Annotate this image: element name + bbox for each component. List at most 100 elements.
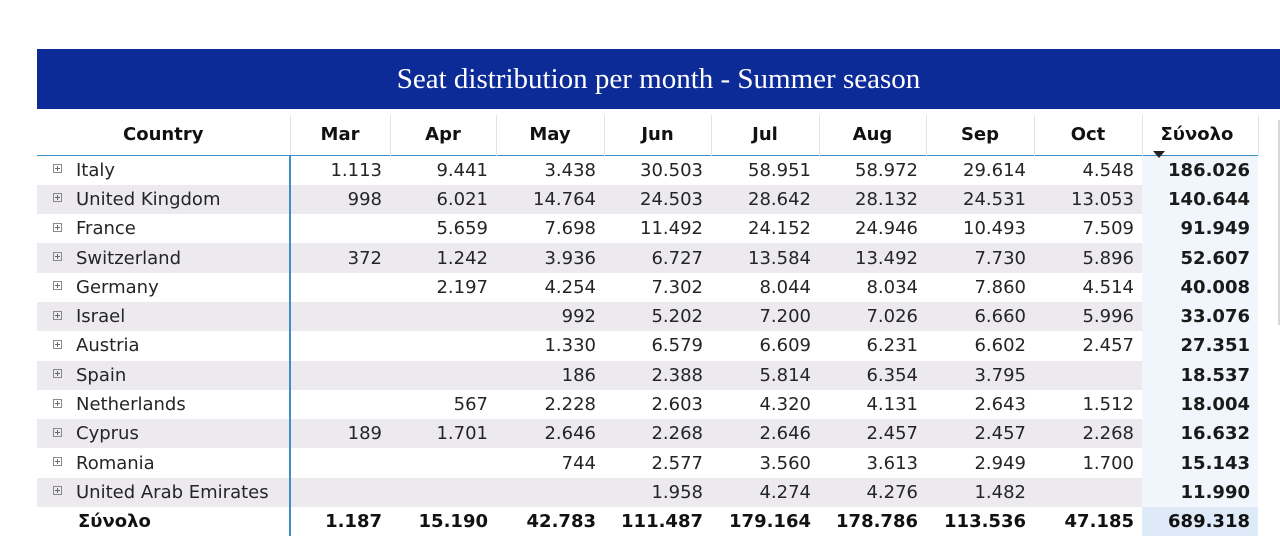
value-cell: 2.646 — [711, 419, 819, 449]
column-header-may[interactable]: May — [496, 115, 605, 155]
value-cell: 7.026 — [819, 301, 926, 332]
column-header-apr[interactable]: Apr — [390, 115, 497, 155]
value-cell: 24.946 — [819, 214, 926, 244]
value-cell: 13.492 — [819, 243, 926, 273]
value-cell: 3.438 — [496, 155, 604, 185]
table-row: Romania 744 2.577 3.560 3.613 2.949 1.700 15.14… — [37, 448, 1258, 478]
column-header-country[interactable]: Country — [37, 115, 291, 155]
value-cell: 1.700 — [1034, 448, 1142, 478]
value-cell — [496, 477, 604, 508]
column-header-jul[interactable]: Jul — [711, 115, 820, 155]
value-cell: 30.503 — [604, 155, 711, 185]
row-header-cell: Italy — [37, 155, 291, 185]
value-cell: 5.659 — [390, 214, 496, 244]
country-label: Austria — [76, 335, 140, 357]
row-total-cell: 91.949 — [1142, 214, 1258, 244]
value-cell: 13.584 — [711, 243, 819, 273]
value-cell: 7.698 — [496, 214, 604, 244]
row-total-cell: 16.632 — [1142, 419, 1258, 449]
table-row: Netherlands 567 2.228 2.603 4.320 4.131 2.643 1… — [37, 389, 1258, 420]
plus-box-icon[interactable] — [53, 486, 62, 496]
value-cell: 372 — [290, 243, 390, 273]
plus-box-icon[interactable] — [53, 193, 62, 203]
value-cell: 6.727 — [604, 243, 711, 273]
row-header-cell: Israel — [37, 301, 291, 332]
table-row: Switzerland 372 1.242 3.936 6.727 13.584 13.49… — [37, 243, 1258, 273]
grand-total-cell: 1.187 — [290, 507, 390, 537]
column-header-total[interactable]: Σύνολο — [1142, 115, 1259, 158]
value-cell — [390, 331, 496, 361]
column-header-mar[interactable]: Mar — [290, 115, 391, 155]
value-cell: 9.441 — [390, 155, 496, 185]
plus-box-icon[interactable] — [53, 427, 62, 437]
row-header-cell: France — [37, 214, 291, 244]
value-cell: 1.330 — [496, 331, 604, 361]
country-label: Israel — [76, 306, 126, 328]
value-cell — [1034, 477, 1142, 508]
grand-total-cell: 47.185 — [1034, 507, 1142, 537]
vertical-scrollbar[interactable] — [1278, 120, 1280, 325]
value-cell: 4.274 — [711, 477, 819, 508]
row-header-cell: Switzerland — [37, 243, 291, 273]
grand-total-value: 689.318 — [1142, 507, 1258, 537]
value-cell: 2.577 — [604, 448, 711, 478]
value-cell: 13.053 — [1034, 184, 1142, 215]
value-cell: 5.202 — [604, 301, 711, 332]
plus-box-icon[interactable] — [53, 398, 62, 408]
value-cell: 2.643 — [926, 389, 1034, 420]
plus-box-icon[interactable] — [53, 339, 62, 349]
row-header-cell: Austria — [37, 331, 291, 361]
row-total-cell: 11.990 — [1142, 477, 1258, 508]
value-cell: 24.531 — [926, 184, 1034, 215]
plus-box-icon[interactable] — [53, 252, 62, 262]
table-row: France 5.659 7.698 11.492 24.152 24.946 10.493… — [37, 214, 1258, 244]
grand-total-cell: 42.783 — [496, 507, 604, 537]
value-cell: 7.200 — [711, 301, 819, 332]
value-cell: 2.949 — [926, 448, 1034, 478]
plus-box-icon[interactable] — [53, 369, 62, 379]
value-cell: 14.764 — [496, 184, 604, 215]
value-cell: 2.268 — [1034, 419, 1142, 449]
value-cell: 7.302 — [604, 272, 711, 302]
plus-box-icon[interactable] — [53, 457, 62, 467]
row-header-cell: Germany — [37, 272, 291, 302]
value-cell: 186 — [496, 360, 604, 390]
value-cell: 5.814 — [711, 360, 819, 390]
plus-box-icon[interactable] — [53, 222, 62, 232]
caret-down-icon[interactable] — [1152, 150, 1165, 158]
value-cell — [290, 272, 390, 302]
value-cell: 28.132 — [819, 184, 926, 215]
value-cell: 28.642 — [711, 184, 819, 215]
column-header-jun[interactable]: Jun — [604, 115, 712, 155]
column-header-sep[interactable]: Sep — [926, 115, 1035, 155]
value-cell: 2.603 — [604, 389, 711, 420]
value-cell: 24.503 — [604, 184, 711, 215]
chart-title: Seat distribution per month - Summer sea… — [37, 49, 1280, 109]
value-cell: 11.492 — [604, 214, 711, 244]
value-cell: 7.860 — [926, 272, 1034, 302]
column-header-aug[interactable]: Aug — [819, 115, 927, 155]
country-label: United Arab Emirates — [76, 481, 269, 503]
table-row: Germany 2.197 4.254 7.302 8.044 8.034 7.860 4.5… — [37, 272, 1258, 302]
value-cell: 58.951 — [711, 155, 819, 185]
value-cell — [390, 477, 496, 508]
row-total-cell: 140.644 — [1142, 184, 1258, 215]
column-header-oct[interactable]: Oct — [1034, 115, 1143, 155]
value-cell: 2.457 — [1034, 331, 1142, 361]
row-total-cell: 18.537 — [1142, 360, 1258, 390]
row-header-cell: Romania — [37, 448, 291, 478]
row-header-cell: Spain — [37, 360, 291, 390]
value-cell: 6.231 — [819, 331, 926, 361]
plus-box-icon[interactable] — [53, 164, 62, 174]
value-cell: 1.113 — [290, 155, 390, 185]
plus-box-icon[interactable] — [53, 281, 62, 291]
plus-box-icon[interactable] — [53, 310, 62, 320]
value-cell: 29.614 — [926, 155, 1034, 185]
value-cell: 2.388 — [604, 360, 711, 390]
value-cell: 24.152 — [711, 214, 819, 244]
grand-total-label: Σύνολο — [37, 507, 291, 537]
country-label: Romania — [76, 452, 155, 474]
value-cell: 58.972 — [819, 155, 926, 185]
row-header-cell: United Kingdom — [37, 184, 291, 215]
value-cell: 4.254 — [496, 272, 604, 302]
